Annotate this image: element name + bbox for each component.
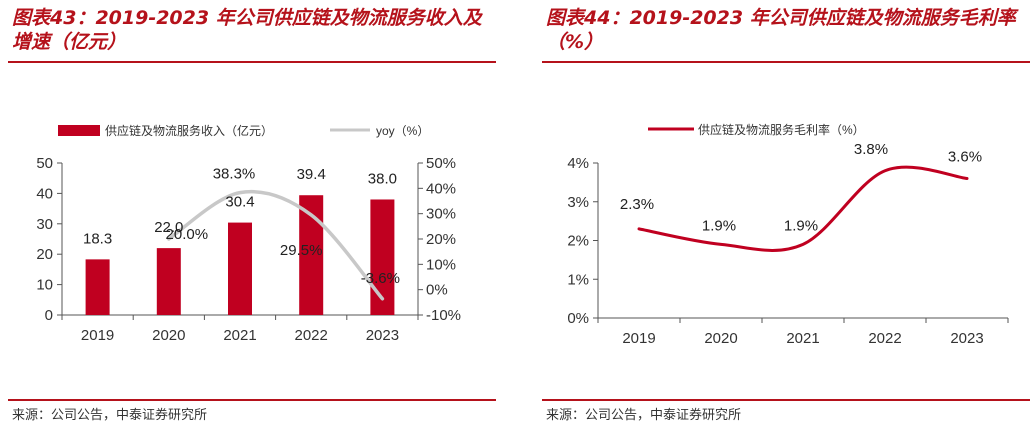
right-figure-panel: 图表44：2019-2023 年公司供应链及物流服务毛利率（%） 供应链及物流服… [542, 0, 1034, 428]
left-title-rule [8, 61, 496, 63]
x-tick-label: 2021 [786, 330, 819, 347]
revenue-data-label: 18.3 [83, 230, 112, 247]
yoy-data-label: 38.3% [213, 166, 256, 183]
right-title-rule [542, 61, 1030, 63]
x-tick-label: 2022 [868, 330, 901, 347]
margin-line [637, 165, 969, 252]
yoy-data-label: 20.0% [166, 226, 209, 243]
left-source-note: 来源：公司公告，中泰证券研究所 [12, 408, 208, 423]
legend-label-revenue: 供应链及物流服务收入（亿元） [105, 123, 273, 138]
right-y-tick-label: 40% [426, 180, 456, 197]
y-tick-label: 0% [567, 310, 589, 327]
revenue-bar [156, 248, 181, 315]
revenue-data-label: 39.4 [297, 166, 326, 183]
x-tick-label: 2023 [366, 327, 399, 344]
x-tick-label: 2022 [295, 327, 328, 344]
revenue-bar [85, 259, 110, 315]
x-tick-label: 2019 [622, 330, 655, 347]
margin-data-label: 3.6% [948, 149, 982, 166]
right-y-tick-label: -10% [426, 307, 461, 324]
margin-data-label: 1.9% [702, 217, 736, 234]
x-tick-label: 2021 [223, 327, 256, 344]
legend-label-yoy: yoy（%） [376, 124, 429, 138]
right-source-rule [542, 399, 1030, 401]
x-tick-label: 2023 [950, 330, 983, 347]
y-tick-label: 2% [567, 233, 589, 250]
right-y-tick-label: 50% [426, 155, 456, 172]
revenue-data-label: 38.0 [368, 170, 397, 187]
left-y-tick-label: 40 [36, 185, 53, 202]
revenue-bar [370, 199, 395, 315]
y-tick-label: 1% [567, 271, 589, 288]
x-tick-label: 2020 [152, 327, 185, 344]
left-y-tick-label: 30 [36, 216, 53, 233]
left-source-rule [8, 399, 496, 401]
gross-margin-chart: 供应链及物流服务毛利率（%） 0% 1% 2% 3% 4% 2019 2020 2021 2022… [567, 122, 1009, 347]
left-y-tick-label: 10 [36, 277, 53, 294]
revenue-bar [228, 222, 252, 315]
left-y-tick-label: 0 [45, 307, 53, 324]
x-tick-label: 2019 [81, 327, 114, 344]
y-tick-label: 4% [567, 155, 589, 172]
x-tick-label: 2020 [704, 330, 737, 347]
yoy-data-label: 29.5% [280, 242, 323, 259]
margin-data-label: 2.3% [620, 196, 654, 213]
right-y-tick-label: 30% [426, 206, 456, 223]
right-source-note: 来源：公司公告，中泰证券研究所 [546, 408, 742, 423]
right-y-tick-label: 20% [426, 231, 456, 248]
left-y-tick-label: 50 [36, 155, 53, 172]
right-figure-title: 图表44：2019-2023 年公司供应链及物流服务毛利率（%） [546, 7, 1016, 53]
yoy-line [167, 190, 385, 301]
margin-data-label: 3.8% [854, 141, 888, 158]
right-y-tick-label: 0% [426, 282, 448, 299]
left-figure-title: 图表43：2019-2023 年公司供应链及物流服务收入及增速（亿元） [12, 7, 482, 53]
margin-data-label: 1.9% [784, 217, 818, 234]
right-y-tick-label: 10% [426, 256, 456, 273]
left-figure-panel: 图表43：2019-2023 年公司供应链及物流服务收入及增速（亿元） 供应链及… [8, 0, 500, 428]
revenue-data-label: 30.4 [225, 194, 254, 211]
revenue-growth-chart: 供应链及物流服务收入（亿元） yoy（%） 0 10 20 30 40 50 -10% 0% 10%… [36, 123, 461, 344]
y-tick-label: 3% [567, 194, 589, 211]
yoy-data-label: -3.6% [361, 270, 400, 287]
legend-label-margin: 供应链及物流服务毛利率（%） [698, 122, 865, 137]
revenue-data-label: 22.0 [154, 219, 183, 236]
left-y-tick-label: 20 [36, 246, 53, 263]
legend-swatch-revenue [58, 125, 100, 136]
